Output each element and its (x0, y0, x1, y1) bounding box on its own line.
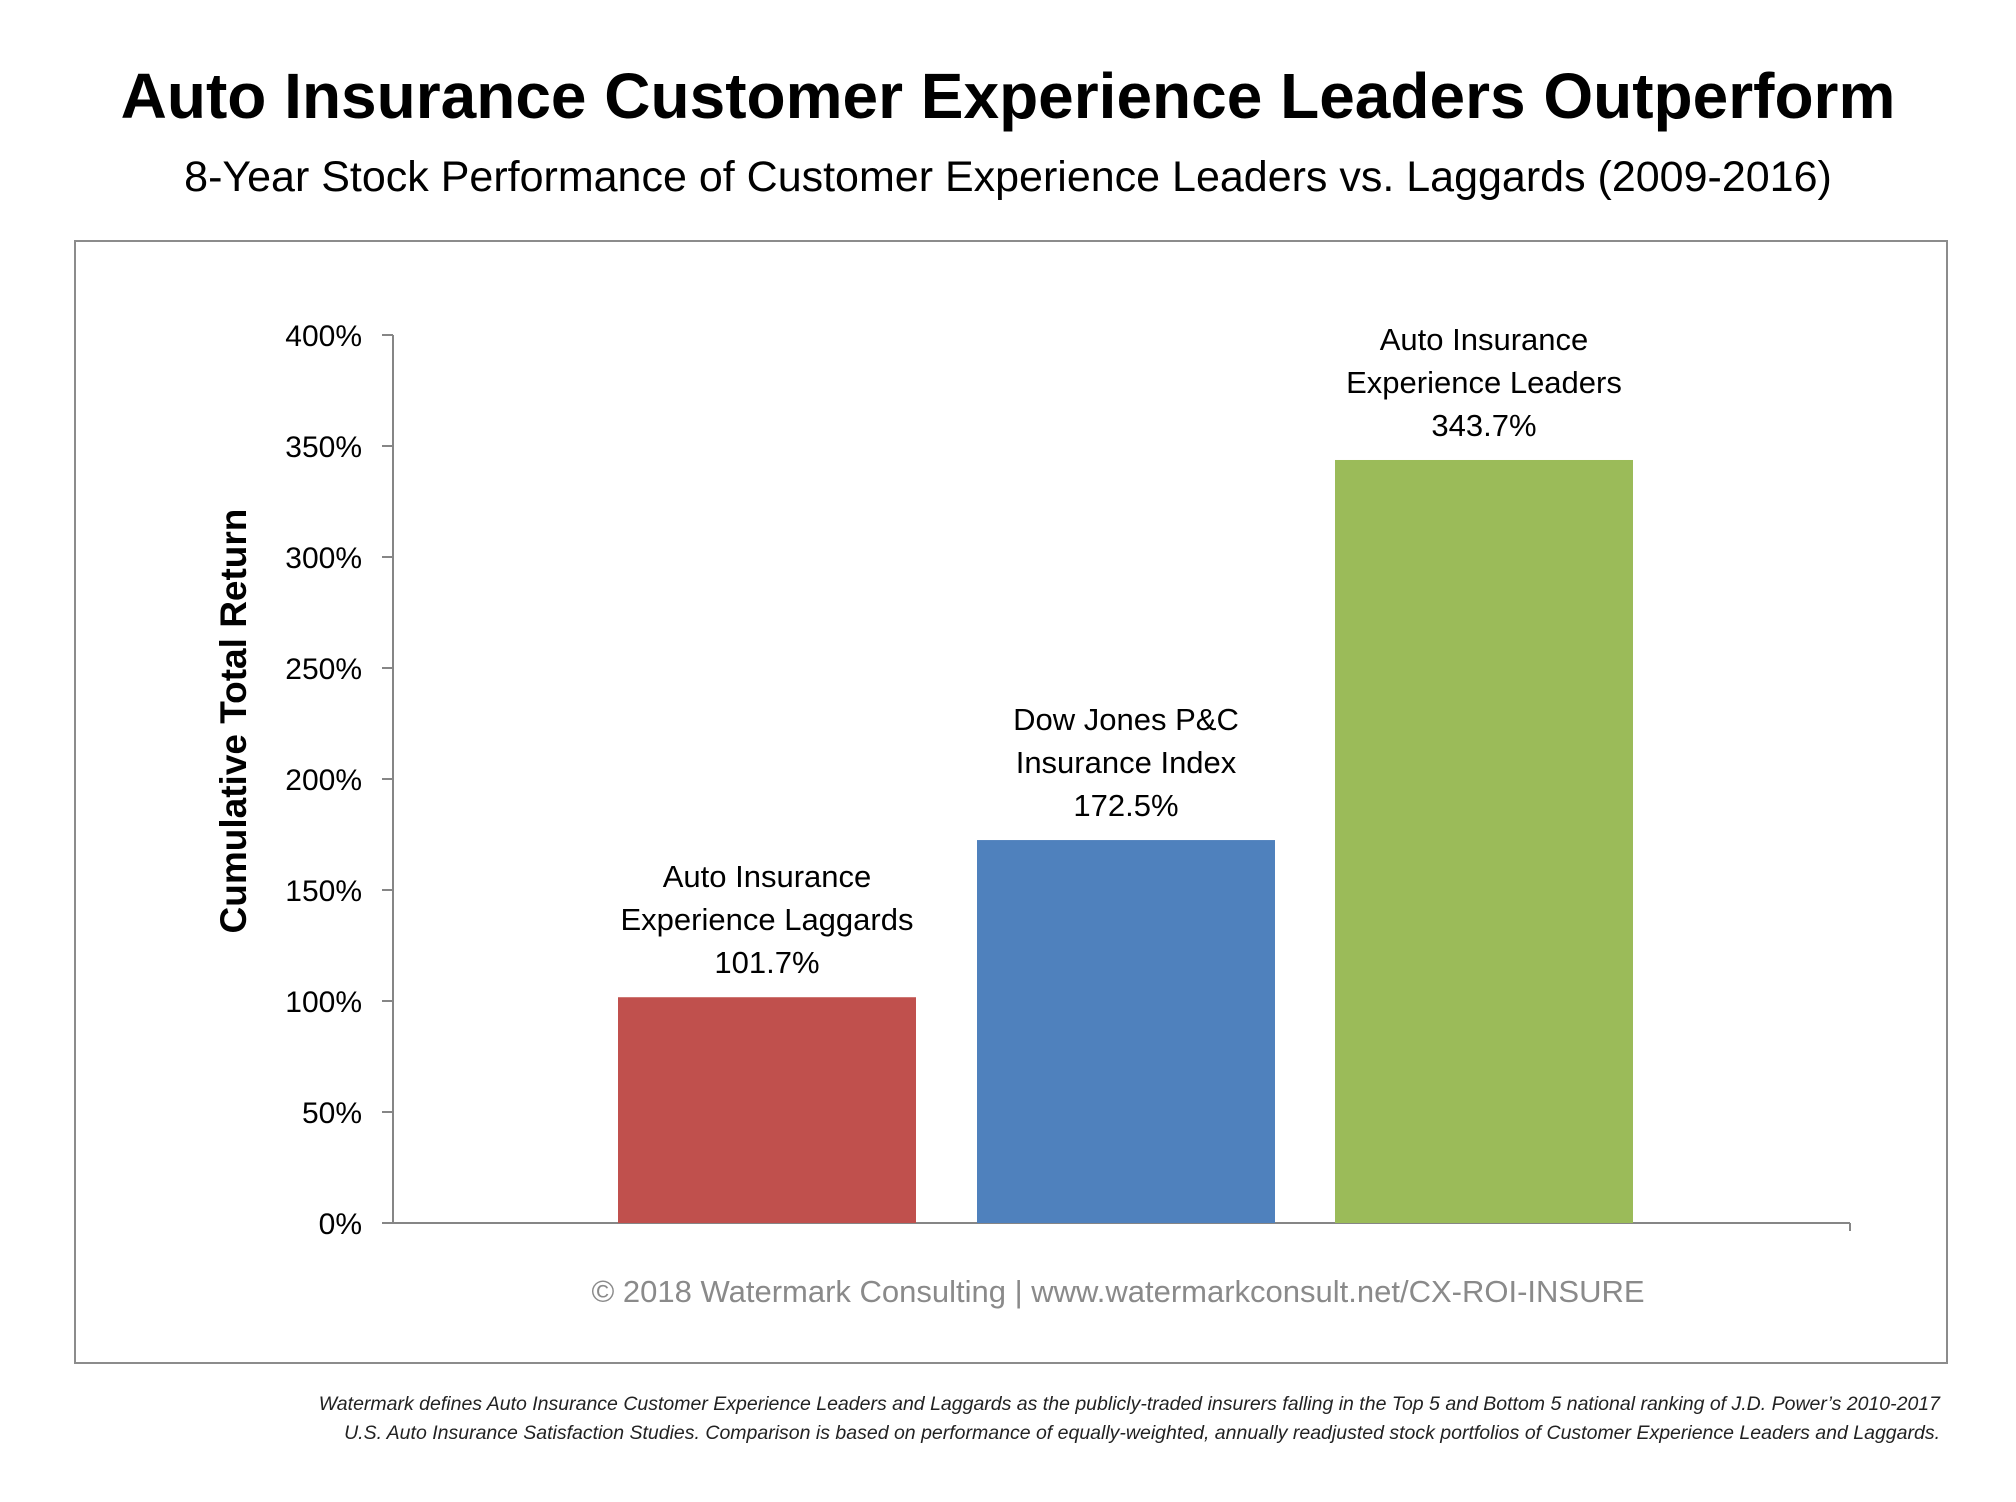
footnote: Watermark defines Auto Insurance Custome… (90, 1390, 1940, 1448)
y-tick-label: 250% (285, 653, 362, 686)
y-tick-label: 50% (302, 1097, 362, 1130)
bar (977, 840, 1275, 1223)
bar-value-label: 343.7% (1431, 408, 1536, 443)
y-tick-label: 200% (285, 764, 362, 797)
bar-category-label: Dow Jones P&C (1013, 702, 1239, 737)
bar-value-label: 172.5% (1073, 788, 1178, 823)
footnote-line-1: Watermark defines Auto Insurance Custome… (318, 1393, 1940, 1415)
footnote-line-2: U.S. Auto Insurance Satisfaction Studies… (344, 1422, 1940, 1444)
y-tick-label: 400% (285, 320, 362, 353)
y-axis-label: Cumulative Total Return (213, 509, 254, 934)
y-tick-label: 100% (285, 986, 362, 1019)
bar-category-label: Auto Insurance (1380, 322, 1589, 357)
chart-subtitle: 8-Year Stock Performance of Customer Exp… (184, 153, 1832, 201)
bar-category-label: Auto Insurance (663, 859, 872, 894)
bars (618, 459, 1633, 1224)
bar-category-label: Experience Laggards (621, 902, 914, 937)
bar-category-label: Insurance Index (1016, 745, 1237, 780)
y-tick-label: 150% (285, 875, 362, 908)
bar-value-label: 101.7% (714, 945, 819, 980)
y-tick-label: 0% (319, 1208, 362, 1241)
bar (618, 997, 916, 1223)
y-tick-label: 300% (285, 542, 362, 575)
chart-title: Auto Insurance Customer Experience Leade… (120, 60, 1896, 132)
bar (1335, 459, 1633, 1224)
y-tick-label: 350% (285, 431, 362, 464)
y-axis: 0% 50% 100% 150% 200% 250% 300% 350% 400% (285, 320, 1851, 1241)
watermark-text: © 2018 Watermark Consulting | www.waterm… (591, 1274, 1644, 1309)
bar-labels: Auto Insurance Experience Laggards 101.7% D… (621, 322, 1622, 980)
bar-category-label: Experience Leaders (1346, 365, 1622, 400)
